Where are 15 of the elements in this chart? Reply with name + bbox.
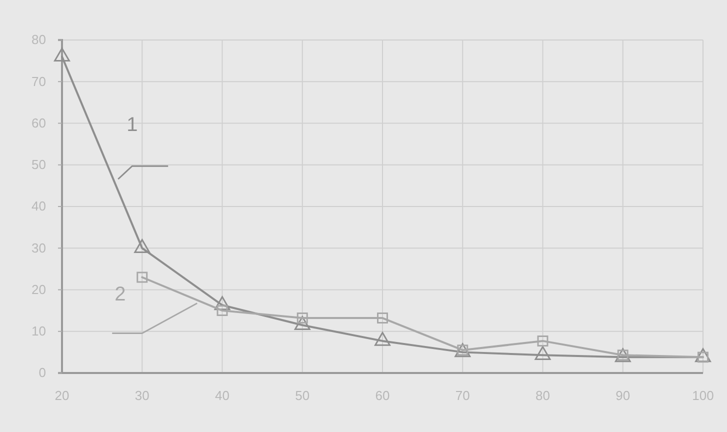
point <box>614 348 631 362</box>
point <box>136 272 148 283</box>
point <box>454 343 471 358</box>
point <box>134 239 150 254</box>
point <box>534 346 551 360</box>
point <box>214 296 230 310</box>
series-label: 1 <box>126 114 138 136</box>
point <box>537 335 548 346</box>
series-label: 2 <box>114 283 126 306</box>
point <box>294 316 310 330</box>
point <box>54 48 70 62</box>
point <box>695 348 711 362</box>
point <box>216 305 228 316</box>
point <box>377 312 388 324</box>
point <box>374 332 390 346</box>
